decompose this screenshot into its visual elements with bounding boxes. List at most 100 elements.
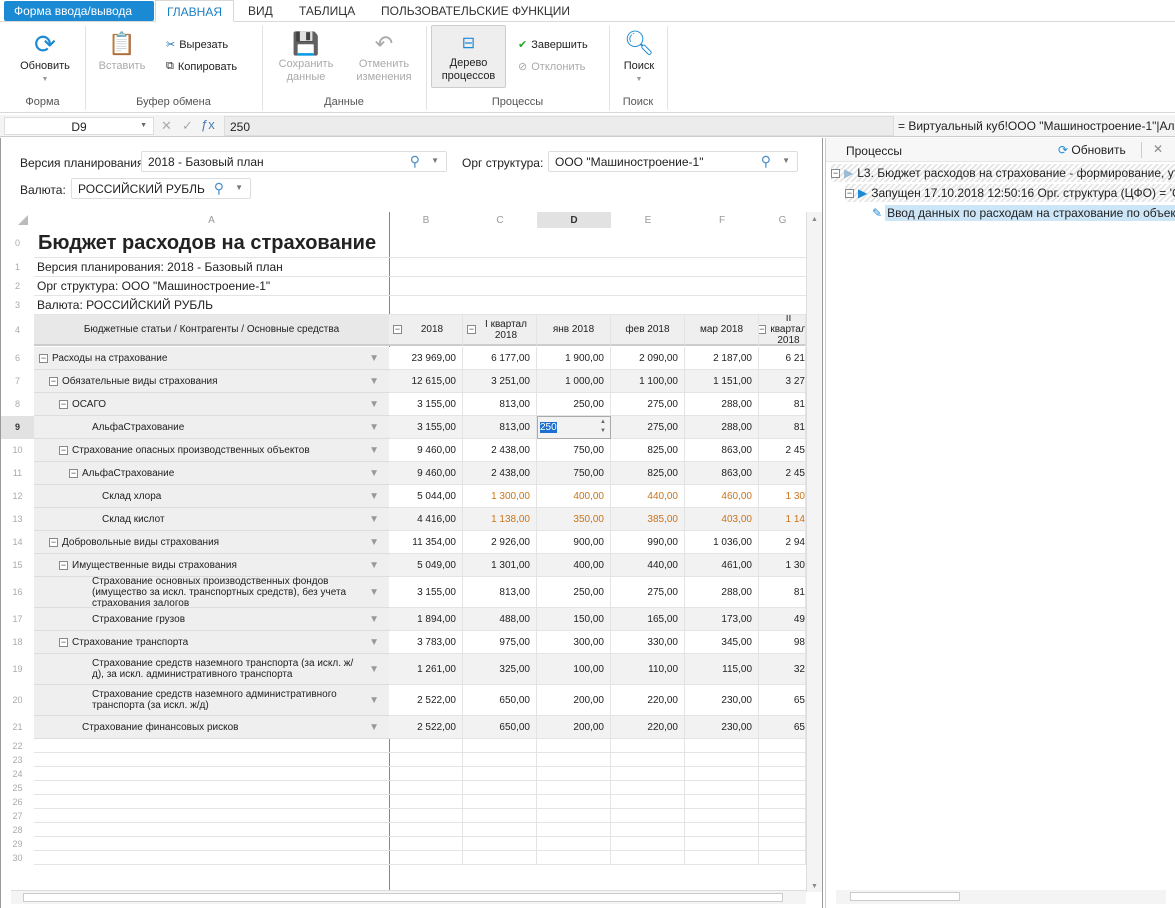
data-cell[interactable]: 3 27 (759, 370, 806, 393)
column-header-c[interactable]: C (496, 215, 504, 226)
finish-button[interactable]: ✔ Завершить (518, 38, 588, 52)
data-cell[interactable]: 325,00 (463, 654, 537, 685)
data-cell[interactable]: 3 155,00 (389, 577, 463, 608)
filter-icon[interactable]: ▼ (369, 636, 379, 648)
row-number[interactable]: 24 (12, 769, 23, 779)
data-cell[interactable]: 863,00 (685, 439, 759, 462)
row-number[interactable]: 16 (12, 587, 23, 597)
data-cell[interactable]: 250,00 (537, 393, 611, 416)
collapse-icon[interactable]: − (39, 352, 48, 363)
data-cell[interactable]: 440,00 (611, 554, 685, 577)
cell-reference-box[interactable]: D9 ▼ (4, 117, 154, 135)
data-cell[interactable]: 3 251,00 (463, 370, 537, 393)
row-number[interactable]: 19 (12, 664, 23, 674)
data-cell[interactable]: 1 30 (759, 554, 806, 577)
row-label[interactable]: − Добровольные виды страхования ▼ (34, 531, 389, 554)
collapse-icon[interactable]: − (831, 167, 840, 178)
data-cell[interactable]: 440,00 (611, 485, 685, 508)
data-cell[interactable]: 1 894,00 (389, 608, 463, 631)
filter-icon[interactable]: ▼ (369, 421, 379, 433)
data-cell[interactable]: 863,00 (685, 462, 759, 485)
undo-changes-button[interactable]: ↶ Отменить изменения (350, 30, 418, 84)
data-cell[interactable]: 1 138,00 (463, 508, 537, 531)
data-cell[interactable]: 750,00 (537, 439, 611, 462)
vertical-scrollbar[interactable]: ▲ ▼ (806, 212, 822, 892)
data-cell[interactable]: 5 044,00 (389, 485, 463, 508)
data-cell[interactable]: 1 30 (759, 485, 806, 508)
collapse-icon[interactable]: − (845, 187, 854, 198)
data-cell[interactable]: 461,00 (685, 554, 759, 577)
formula-input[interactable]: 250 (224, 116, 894, 136)
currency-select[interactable]: РОССИЙСКИЙ РУБЛЬ ⚲ ▼ (71, 178, 251, 199)
panel-horizontal-scrollbar[interactable] (836, 890, 1166, 904)
row-label[interactable]: Страхование основных производственных фо… (34, 577, 389, 608)
data-cell[interactable]: 2 522,00 (389, 716, 463, 739)
data-cell[interactable]: 230,00 (685, 716, 759, 739)
data-cell[interactable]: 110,00 (611, 654, 685, 685)
filter-icon[interactable]: ▼ (369, 467, 379, 479)
data-cell[interactable]: 650,00 (463, 685, 537, 716)
filter-icon[interactable]: ▼ (369, 613, 379, 625)
data-cell[interactable]: 2 090,00 (611, 347, 685, 370)
row-label[interactable]: − Обязательные виды страхования ▼ (34, 370, 389, 393)
process-tree-button[interactable]: ⊟ Дерево процессов (431, 25, 506, 88)
row-number[interactable]: 12 (12, 491, 23, 501)
column-header-a[interactable]: A (208, 215, 215, 226)
data-cell[interactable]: 300,00 (537, 631, 611, 654)
data-cell[interactable]: 1 14 (759, 508, 806, 531)
function-icon[interactable]: ƒx (201, 117, 215, 132)
form-menu-button[interactable]: Форма ввода/вывода ▼ (4, 1, 154, 31)
data-cell[interactable]: 100,00 (537, 654, 611, 685)
data-cell[interactable]: 650,00 (463, 716, 537, 739)
scroll-up-icon[interactable]: ▲ (811, 216, 818, 223)
data-cell[interactable]: 990,00 (611, 531, 685, 554)
data-cell[interactable]: 4 416,00 (389, 508, 463, 531)
data-cell[interactable]: 813,00 (463, 393, 537, 416)
row-number[interactable]: 7 (14, 376, 20, 386)
data-cell[interactable]: 825,00 (611, 439, 685, 462)
row-number[interactable]: 3 (14, 300, 20, 310)
data-cell[interactable]: 230,00 (685, 685, 759, 716)
row-number[interactable]: 1 (14, 262, 20, 272)
tab-table[interactable]: ТАБЛИЦА (299, 4, 356, 18)
data-cell[interactable]: 220,00 (611, 716, 685, 739)
row-number[interactable]: 9 (1, 416, 34, 439)
process-item-root[interactable]: − ▶ L3. Бюджет расходов на страхование - ф… (831, 164, 1175, 182)
tab-home[interactable]: ГЛАВНАЯ (155, 0, 234, 22)
data-cell[interactable]: 1 036,00 (685, 531, 759, 554)
row-number[interactable]: 18 (12, 637, 23, 647)
row-number[interactable]: 22 (12, 741, 23, 751)
data-cell[interactable]: 3 155,00 (389, 393, 463, 416)
data-cell[interactable]: 400,00 (537, 485, 611, 508)
collapse-icon[interactable]: − (59, 398, 68, 409)
data-cell[interactable]: 9 460,00 (389, 439, 463, 462)
row-label[interactable]: Склад кислот ▼ (34, 508, 389, 531)
data-cell[interactable]: 65 (759, 716, 806, 739)
filter-icon[interactable]: ▼ (369, 352, 379, 364)
tab-user-functions[interactable]: ПОЛЬЗОВАТЕЛЬСКИЕ ФУНКЦИИ (381, 4, 570, 18)
collapse-icon[interactable]: − (59, 636, 68, 647)
data-cell[interactable]: 1 300,00 (463, 485, 537, 508)
data-cell[interactable]: 1 261,00 (389, 654, 463, 685)
row-number[interactable]: 17 (12, 614, 23, 624)
filter-icon[interactable]: ▼ (369, 398, 379, 410)
data-cell[interactable]: 5 049,00 (389, 554, 463, 577)
row-number[interactable]: 29 (12, 839, 23, 849)
data-cell[interactable]: 165,00 (611, 608, 685, 631)
paste-button[interactable]: 📋 Вставить (94, 30, 150, 73)
spreadsheet-grid[interactable]: A B C D E F G 0 1 2 3 4 Бюджет расходов на страхован… (1, 212, 806, 894)
scroll-thumb[interactable] (23, 893, 783, 902)
collapse-icon[interactable]: − (759, 324, 767, 334)
data-cell[interactable]: 403,00 (685, 508, 759, 531)
data-cell[interactable]: 2 522,00 (389, 685, 463, 716)
row-label[interactable]: − Расходы на страхование ▼ (34, 347, 389, 370)
row-label[interactable]: − Имущественные виды страхования ▼ (34, 554, 389, 577)
cancel-icon[interactable]: ✕ (161, 118, 172, 133)
row-number[interactable]: 20 (12, 695, 23, 705)
close-icon[interactable]: ✕ (1153, 142, 1164, 156)
copy-button[interactable]: ⧉ Копировать (166, 60, 237, 73)
row-label[interactable]: Страхование средств наземного администра… (34, 685, 389, 716)
collapse-icon[interactable]: − (49, 536, 58, 547)
column-header-b[interactable]: B (422, 215, 430, 226)
row-number[interactable]: 27 (12, 811, 23, 821)
